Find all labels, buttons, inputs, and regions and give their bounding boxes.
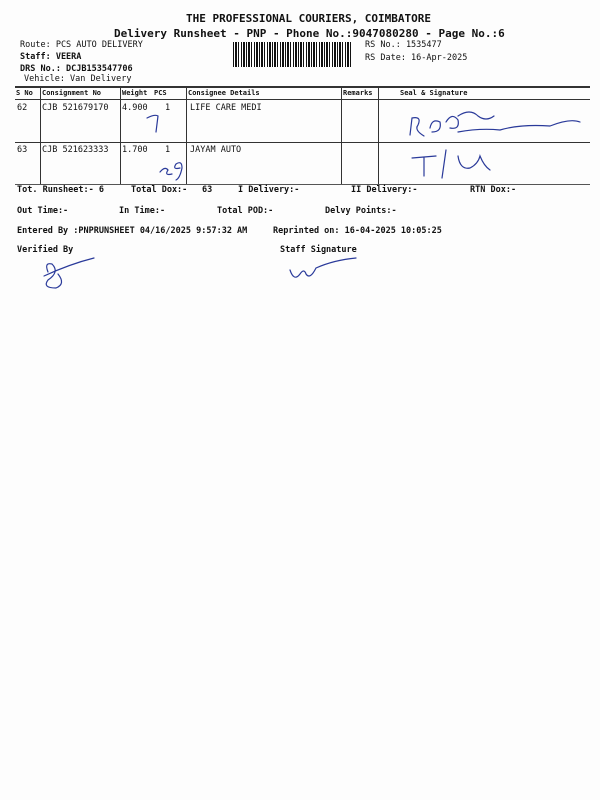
receiver-signature-row1 xyxy=(409,111,581,137)
staff: Staff: VEERA xyxy=(20,52,82,62)
verified-by-signature xyxy=(43,257,95,289)
verified-by-label: Verified By xyxy=(17,245,74,255)
vehicle: Vehicle: Van Delivery xyxy=(24,74,132,84)
drs-number: DRS No.: DCJB153547706 xyxy=(20,64,133,74)
weight: 1.700 xyxy=(122,145,148,155)
delivery-table: S No Consignment No Weight PCS Consignee… xyxy=(15,86,590,185)
pcs: 1 xyxy=(165,103,171,113)
consignee: JAYAM AUTO xyxy=(190,145,242,155)
sno: 62 xyxy=(17,103,28,113)
ii-delivery: II Delivery:- xyxy=(351,185,418,195)
rs-number: RS No.: 1535477 xyxy=(365,40,442,50)
col-sno: S No xyxy=(16,89,33,97)
staff-signature-mark xyxy=(289,257,357,278)
col-pcs: PCS xyxy=(154,89,167,97)
barcode xyxy=(233,42,351,67)
staff-signature-label: Staff Signature xyxy=(280,245,357,255)
delvy-points: Delvy Points:- xyxy=(325,206,397,216)
col-remarks: Remarks xyxy=(343,89,373,97)
sno: 63 xyxy=(17,145,28,155)
total-dox-value: 63 xyxy=(202,185,213,195)
consignment-no: CJB 521623333 xyxy=(42,145,109,155)
consignment-no: CJB 521679170 xyxy=(42,103,109,113)
handwritten-mark-row1 xyxy=(146,114,159,133)
total-dox-label: Total Dox:- xyxy=(131,185,188,195)
weight: 4.900 xyxy=(122,103,148,113)
entered-by: Entered By :PNPRUNSHEET 04/16/2025 9:57:… xyxy=(17,226,248,236)
route: Route: PCS AUTO DELIVERY xyxy=(20,40,143,50)
rs-date: RS Date: 16-Apr-2025 xyxy=(365,53,468,63)
company-name: THE PROFESSIONAL COURIERS, COIMBATORE xyxy=(186,12,432,25)
receiver-signature-row2 xyxy=(411,149,491,179)
handwritten-mark-row2 xyxy=(159,162,183,181)
out-time: Out Time:- xyxy=(17,206,69,216)
reprinted-on: Reprinted on: 16-04-2025 10:05:25 xyxy=(273,226,442,236)
i-delivery: I Delivery:- xyxy=(238,185,300,195)
total-pod: Total POD:- xyxy=(217,206,274,216)
runsheet-title: Delivery Runsheet - PNP - Phone No.:9047… xyxy=(114,27,505,40)
tot-runsheet: Tot. Runsheet:- 6 xyxy=(17,185,104,195)
rtn-dox: RTN Dox:- xyxy=(470,185,517,195)
col-weight: Weight xyxy=(122,89,148,97)
in-time: In Time:- xyxy=(119,206,166,216)
col-signature: Seal & Signature xyxy=(400,89,468,97)
col-consignment: Consignment No xyxy=(42,89,102,97)
pcs: 1 xyxy=(165,145,171,155)
consignee: LIFE CARE MEDI xyxy=(190,103,262,113)
col-consignee: Consignee Details xyxy=(188,89,260,97)
